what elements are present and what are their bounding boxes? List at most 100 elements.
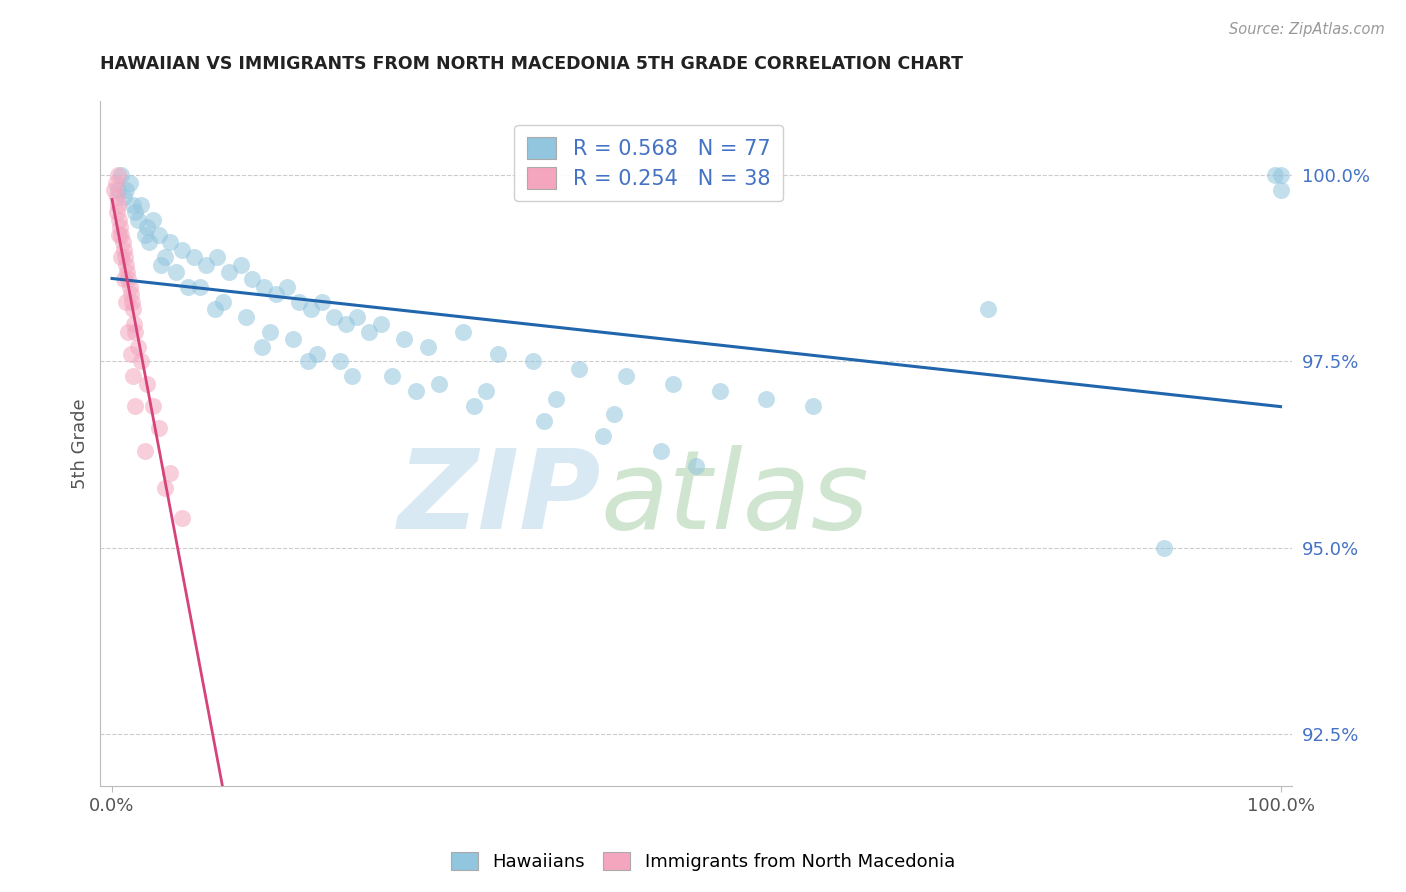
Point: [463, 399, 485, 413]
Point: [115, 294, 138, 309]
Point: [253, 280, 276, 294]
Point: [359, 325, 381, 339]
Point: [104, 176, 127, 190]
Point: [150, 258, 173, 272]
Point: [110, 227, 132, 242]
Point: [108, 212, 131, 227]
Point: [112, 243, 135, 257]
Point: [188, 280, 211, 294]
Point: [801, 399, 824, 413]
Point: [115, 258, 138, 272]
Point: [475, 384, 498, 399]
Point: [977, 302, 1000, 317]
Point: [205, 250, 228, 264]
Point: [183, 250, 205, 264]
Point: [148, 227, 170, 242]
Point: [114, 250, 136, 264]
Point: [122, 302, 145, 317]
Point: [117, 272, 139, 286]
Point: [127, 339, 149, 353]
Point: [120, 287, 142, 301]
Point: [250, 339, 273, 353]
Point: [107, 183, 129, 197]
Point: [159, 235, 181, 250]
Point: [451, 325, 474, 339]
Point: [533, 414, 555, 428]
Point: [127, 212, 149, 227]
Point: [177, 280, 200, 294]
Point: [134, 227, 156, 242]
Point: [129, 198, 152, 212]
Point: [112, 190, 135, 204]
Point: [108, 227, 131, 242]
Point: [276, 280, 298, 294]
Point: [105, 205, 128, 219]
Point: [153, 250, 176, 264]
Point: [138, 235, 160, 250]
Point: [134, 443, 156, 458]
Point: [124, 205, 146, 219]
Point: [172, 511, 194, 525]
Point: [153, 481, 176, 495]
Point: [1264, 168, 1286, 182]
Point: [416, 339, 439, 353]
Point: [110, 168, 132, 182]
Point: [218, 265, 240, 279]
Point: [122, 198, 145, 212]
Point: [172, 243, 194, 257]
Point: [194, 258, 217, 272]
Point: [235, 310, 257, 324]
Point: [129, 354, 152, 368]
Point: [288, 294, 311, 309]
Point: [229, 258, 252, 272]
Legend: Hawaiians, Immigrants from North Macedonia: Hawaiians, Immigrants from North Macedon…: [444, 845, 962, 879]
Point: [685, 458, 707, 473]
Point: [115, 183, 138, 197]
Legend: R = 0.568   N = 77, R = 0.254   N = 38: R = 0.568 N = 77, R = 0.254 N = 38: [515, 125, 783, 202]
Point: [1270, 168, 1292, 182]
Point: [105, 190, 128, 204]
Point: [340, 369, 363, 384]
Point: [110, 250, 132, 264]
Point: [124, 399, 146, 413]
Point: [323, 310, 346, 324]
Point: [709, 384, 731, 399]
Point: [204, 302, 226, 317]
Point: [486, 347, 509, 361]
Point: [1270, 183, 1292, 197]
Point: [107, 168, 129, 182]
Point: [299, 302, 322, 317]
Point: [124, 325, 146, 339]
Point: [117, 325, 139, 339]
Point: [259, 325, 281, 339]
Point: [614, 369, 637, 384]
Point: [568, 362, 591, 376]
Point: [1153, 541, 1175, 555]
Point: [392, 332, 415, 346]
Point: [297, 354, 319, 368]
Point: [281, 332, 304, 346]
Text: Source: ZipAtlas.com: Source: ZipAtlas.com: [1229, 22, 1385, 37]
Point: [662, 376, 685, 391]
Point: [346, 310, 368, 324]
Point: [329, 354, 352, 368]
Point: [240, 272, 263, 286]
Point: [121, 294, 143, 309]
Point: [522, 354, 544, 368]
Point: [405, 384, 427, 399]
Point: [212, 294, 235, 309]
Point: [107, 198, 129, 212]
Point: [120, 347, 142, 361]
Text: HAWAIIAN VS IMMIGRANTS FROM NORTH MACEDONIA 5TH GRADE CORRELATION CHART: HAWAIIAN VS IMMIGRANTS FROM NORTH MACEDO…: [100, 55, 963, 73]
Point: [115, 265, 138, 279]
Point: [264, 287, 287, 301]
Point: [136, 220, 159, 235]
Point: [142, 212, 165, 227]
Point: [103, 183, 125, 197]
Point: [118, 176, 141, 190]
Point: [122, 369, 145, 384]
Point: [335, 317, 357, 331]
Point: [142, 399, 165, 413]
Point: [381, 369, 404, 384]
Point: [592, 429, 614, 443]
